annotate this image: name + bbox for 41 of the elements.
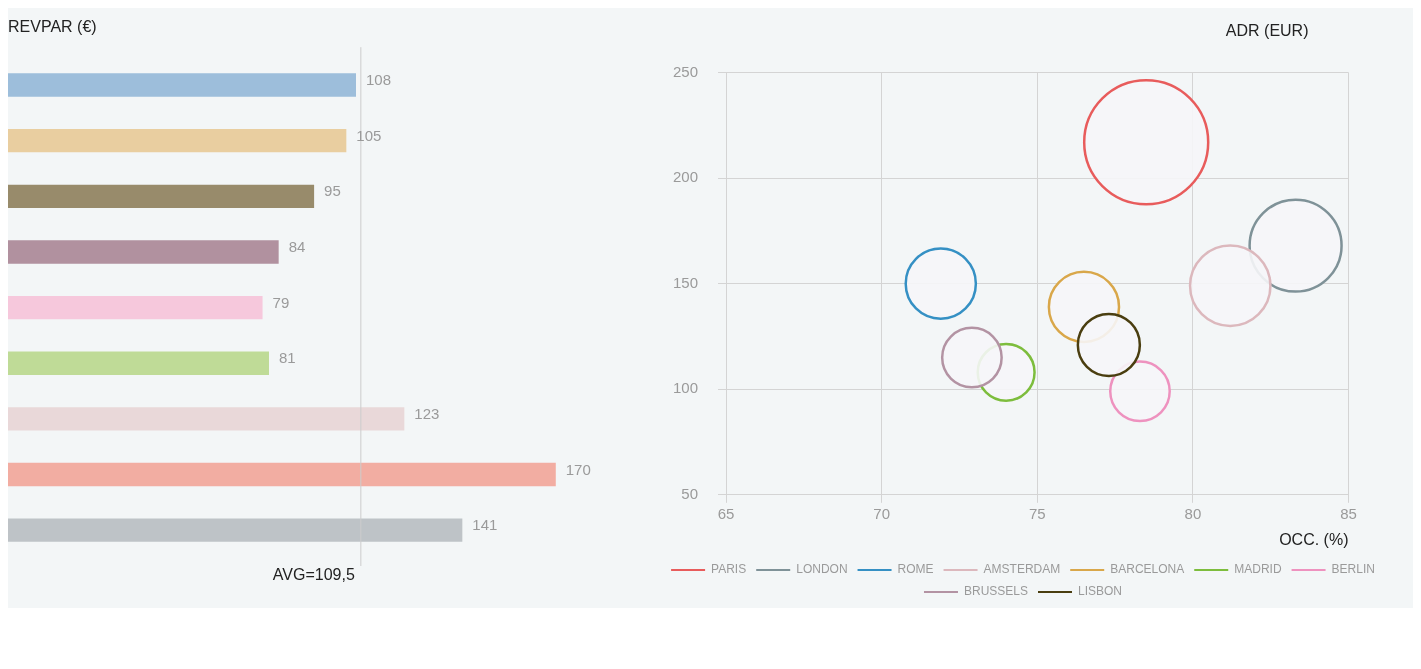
bar [8,240,279,264]
x-tick-label: 85 [1340,504,1357,522]
legend-label: BRUSSELS [963,584,1029,599]
bar [8,462,556,487]
y-tick-label: 50 [681,484,699,502]
bar [8,351,269,375]
x-tick-label: 70 [873,504,890,522]
bar [8,128,347,153]
bar [8,518,463,542]
chart-title: REVPAR (€) [8,18,97,36]
data-label: 79 [272,293,290,311]
x-tick-label: 65 [717,504,735,522]
y-tick-label: 150 [673,273,699,291]
data-label: 123 [414,405,440,423]
bar [8,184,315,208]
data-label: 141 [472,516,498,534]
data-label: 81 [279,349,296,367]
x-tick-label: 75 [1028,504,1046,522]
data-label: 105 [356,126,382,144]
legend-label: PARIS [711,562,747,577]
legend-label: LONDON [796,562,848,577]
data-label: 95 [324,182,341,200]
data-label: 170 [565,460,591,478]
bar [8,295,263,320]
bar [8,73,356,97]
legend-label: MADRID [1234,562,1282,577]
legend-label: LISBON [1078,584,1123,599]
y-tick-label: 100 [673,379,699,397]
x-tick-label: 80 [1184,504,1202,522]
y-tick-label: 200 [673,168,699,186]
legend-label: AMSTERDAM [983,562,1061,577]
legend-label: BARCELONA [1110,562,1185,577]
bar [8,407,405,431]
legend-label: BERLIN [1331,562,1375,577]
legend-label: ROME [897,562,934,577]
data-label: 84 [288,238,306,256]
x-axis-title: OCC. (%) [1279,530,1349,548]
data-label: 108 [366,71,392,89]
y-tick-label: 250 [673,62,699,80]
ref-line-label: AVG=109,5 [272,566,355,584]
y-axis-title: ADR (EUR) [1225,22,1309,40]
